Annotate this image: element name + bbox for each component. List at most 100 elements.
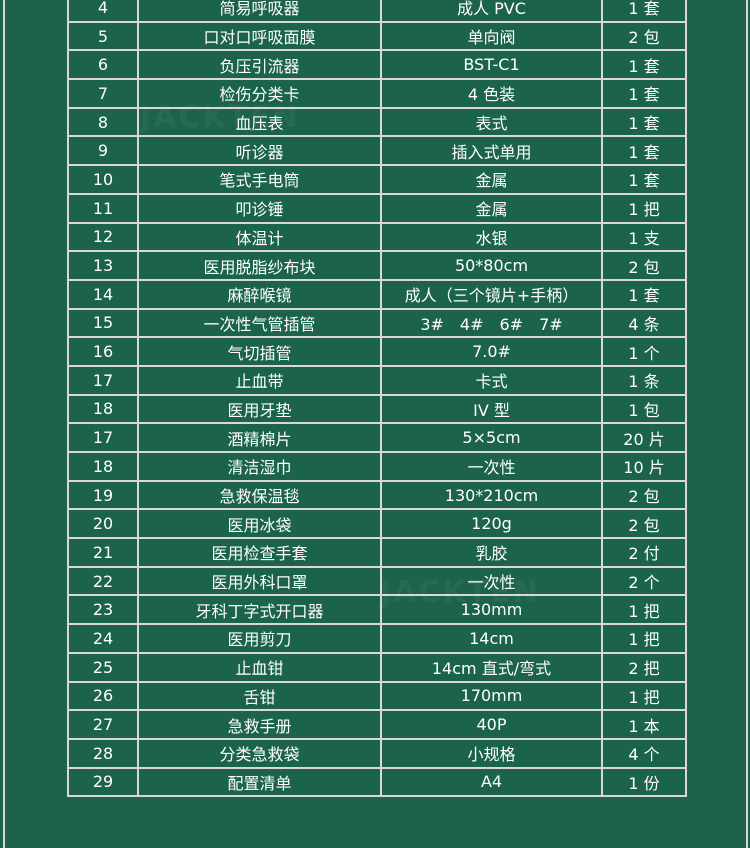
table-row: 10 笔式手电筒 金属 1 套: [67, 164, 687, 195]
item-name: 止血带: [137, 364, 382, 396]
item-spec: 成人 PVC: [380, 0, 603, 23]
row-number: 15: [67, 307, 139, 339]
table-row: 12 体温计 水银 1 支: [67, 221, 687, 253]
item-spec: 金属: [380, 192, 603, 224]
item-name: 医用外科口罩: [137, 565, 382, 597]
item-quantity: 2 付: [601, 537, 687, 568]
row-number: 14: [67, 278, 139, 310]
table-row: 22 医用外科口罩 一次性 2 个: [67, 565, 687, 597]
table-row: 19 急救保温毯 130*210cm 2 包: [67, 479, 687, 511]
row-number: 6: [67, 49, 139, 81]
item-spec: 170mm: [380, 680, 603, 712]
table-row: 24 医用剪刀 14cm 1 把: [67, 623, 687, 654]
table-row: 29 配置清单 A4 1 份: [67, 766, 687, 798]
table-row: 15 一次性气管插管 3# 4# 6# 7# 4 条: [67, 307, 687, 339]
item-quantity: 2 包: [601, 508, 687, 540]
item-quantity: 1 套: [601, 106, 687, 138]
table-row: 6 负压引流器 BST-C1 1 套: [67, 49, 687, 81]
item-name: 止血钳: [137, 651, 382, 683]
item-name: 体温计: [137, 221, 382, 253]
row-number: 19: [67, 479, 139, 511]
row-number: 17: [67, 422, 139, 453]
row-number: 12: [67, 221, 139, 253]
item-spec: 14cm 直式/弯式: [380, 651, 603, 683]
item-spec: A4: [380, 766, 603, 798]
table-row: 7 检伤分类卡 4 色装 1 套: [67, 78, 687, 109]
item-name: 血压表: [137, 106, 382, 138]
item-quantity: 2 个: [601, 565, 687, 597]
item-spec: 插入式单用: [380, 135, 603, 167]
table-row: 23 牙科丁字式开口器 130mm 1 把: [67, 594, 687, 626]
item-name: 叩诊锤: [137, 192, 382, 224]
item-quantity: 1 套: [601, 278, 687, 310]
row-number: 20: [67, 508, 139, 540]
item-quantity: 10 片: [601, 451, 687, 482]
item-quantity: 1 本: [601, 709, 687, 740]
item-name: 负压引流器: [137, 49, 382, 81]
item-name: 牙科丁字式开口器: [137, 594, 382, 626]
table-row: 26 舌钳 170mm 1 把: [67, 680, 687, 712]
table-row: 21 医用检查手套 乳胶 2 付: [67, 537, 687, 568]
item-quantity: 1 把: [601, 594, 687, 626]
item-name: 医用脱脂纱布块: [137, 250, 382, 281]
item-name: 医用冰袋: [137, 508, 382, 540]
item-spec: 表式: [380, 106, 603, 138]
row-number: 21: [67, 537, 139, 568]
item-name: 听诊器: [137, 135, 382, 167]
item-spec: 一次性: [380, 565, 603, 597]
item-spec: 7.0#: [380, 336, 603, 367]
item-name: 配置清单: [137, 766, 382, 798]
row-number: 13: [67, 250, 139, 281]
table-row: 13 医用脱脂纱布块 50*80cm 2 包: [67, 250, 687, 281]
item-quantity: 1 个: [601, 336, 687, 367]
item-name: 急救保温毯: [137, 479, 382, 511]
item-quantity: 20 片: [601, 422, 687, 453]
table-row: 4 简易呼吸器 成人 PVC 1 套: [67, 0, 687, 23]
item-spec: 卡式: [380, 364, 603, 396]
item-quantity: 1 条: [601, 364, 687, 396]
table-row: 9 听诊器 插入式单用 1 套: [67, 135, 687, 167]
item-spec: 小规格: [380, 737, 603, 769]
item-spec: 130mm: [380, 594, 603, 626]
row-number: 10: [67, 164, 139, 195]
item-spec: 金属: [380, 164, 603, 195]
item-name: 气切插管: [137, 336, 382, 367]
item-spec: 乳胶: [380, 537, 603, 568]
item-name: 舌钳: [137, 680, 382, 712]
item-spec: 成人（三个镜片+手柄）: [380, 278, 603, 310]
item-quantity: 1 套: [601, 49, 687, 81]
row-number: 8: [67, 106, 139, 138]
row-number: 9: [67, 135, 139, 167]
item-name: 笔式手电筒: [137, 164, 382, 195]
table-row: 14 麻醉喉镜 成人（三个镜片+手柄） 1 套: [67, 278, 687, 310]
item-spec: 14cm: [380, 623, 603, 654]
item-quantity: 1 套: [601, 164, 687, 195]
item-quantity: 1 套: [601, 0, 687, 23]
page-frame: [3, 0, 748, 848]
row-number: 24: [67, 623, 139, 654]
table-row: 17 止血带 卡式 1 条: [67, 364, 687, 396]
item-spec: 40P: [380, 709, 603, 740]
item-quantity: 1 把: [601, 680, 687, 712]
row-number: 26: [67, 680, 139, 712]
table-row: 18 清洁湿巾 一次性 10 片: [67, 451, 687, 482]
item-name: 口对口呼吸面膜: [137, 20, 382, 52]
row-number: 22: [67, 565, 139, 597]
item-spec: 120g: [380, 508, 603, 540]
item-quantity: 1 支: [601, 221, 687, 253]
item-spec: 5×5cm: [380, 422, 603, 453]
row-number: 25: [67, 651, 139, 683]
item-name: 一次性气管插管: [137, 307, 382, 339]
item-quantity: 1 把: [601, 192, 687, 224]
item-name: 医用检查手套: [137, 537, 382, 568]
item-quantity: 1 包: [601, 393, 687, 425]
row-number: 17: [67, 364, 139, 396]
row-number: 7: [67, 78, 139, 109]
item-quantity: 2 把: [601, 651, 687, 683]
item-spec: 130*210cm: [380, 479, 603, 511]
item-spec: 单向阀: [380, 20, 603, 52]
row-number: 16: [67, 336, 139, 367]
item-spec: 4 色装: [380, 78, 603, 109]
item-quantity: 4 个: [601, 737, 687, 769]
item-spec: 3# 4# 6# 7#: [380, 307, 603, 339]
